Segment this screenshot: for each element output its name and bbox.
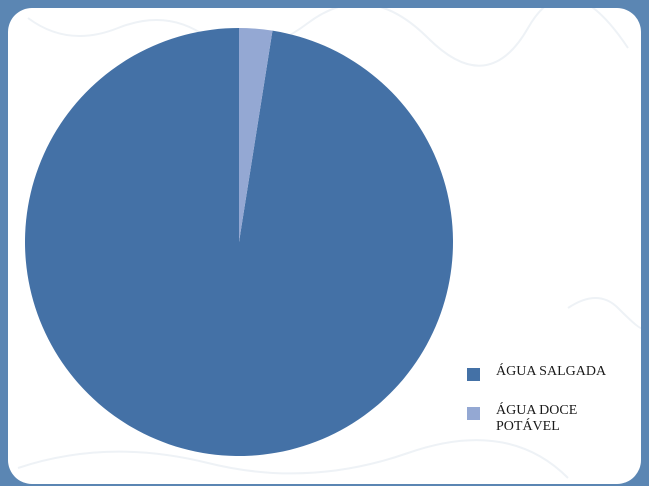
- legend: ÁGUA SALGADA ÁGUA DOCE POTÁVEL: [467, 364, 637, 457]
- pie-slice-1: [239, 28, 273, 242]
- legend-item-agua-salgada: ÁGUA SALGADA: [467, 364, 637, 381]
- pie-chart: [24, 28, 454, 457]
- chart-panel: ÁGUA SALGADA ÁGUA DOCE POTÁVEL: [8, 8, 641, 484]
- legend-label: ÁGUA SALGADA: [496, 364, 607, 379]
- legend-swatch: [467, 368, 480, 381]
- legend-item-agua-doce: ÁGUA DOCE POTÁVEL: [467, 403, 637, 435]
- legend-label: ÁGUA DOCE POTÁVEL: [496, 403, 578, 434]
- background-map-outline: [17, 8, 641, 479]
- legend-swatch: [467, 407, 480, 420]
- pie-slice-0: [24, 28, 454, 457]
